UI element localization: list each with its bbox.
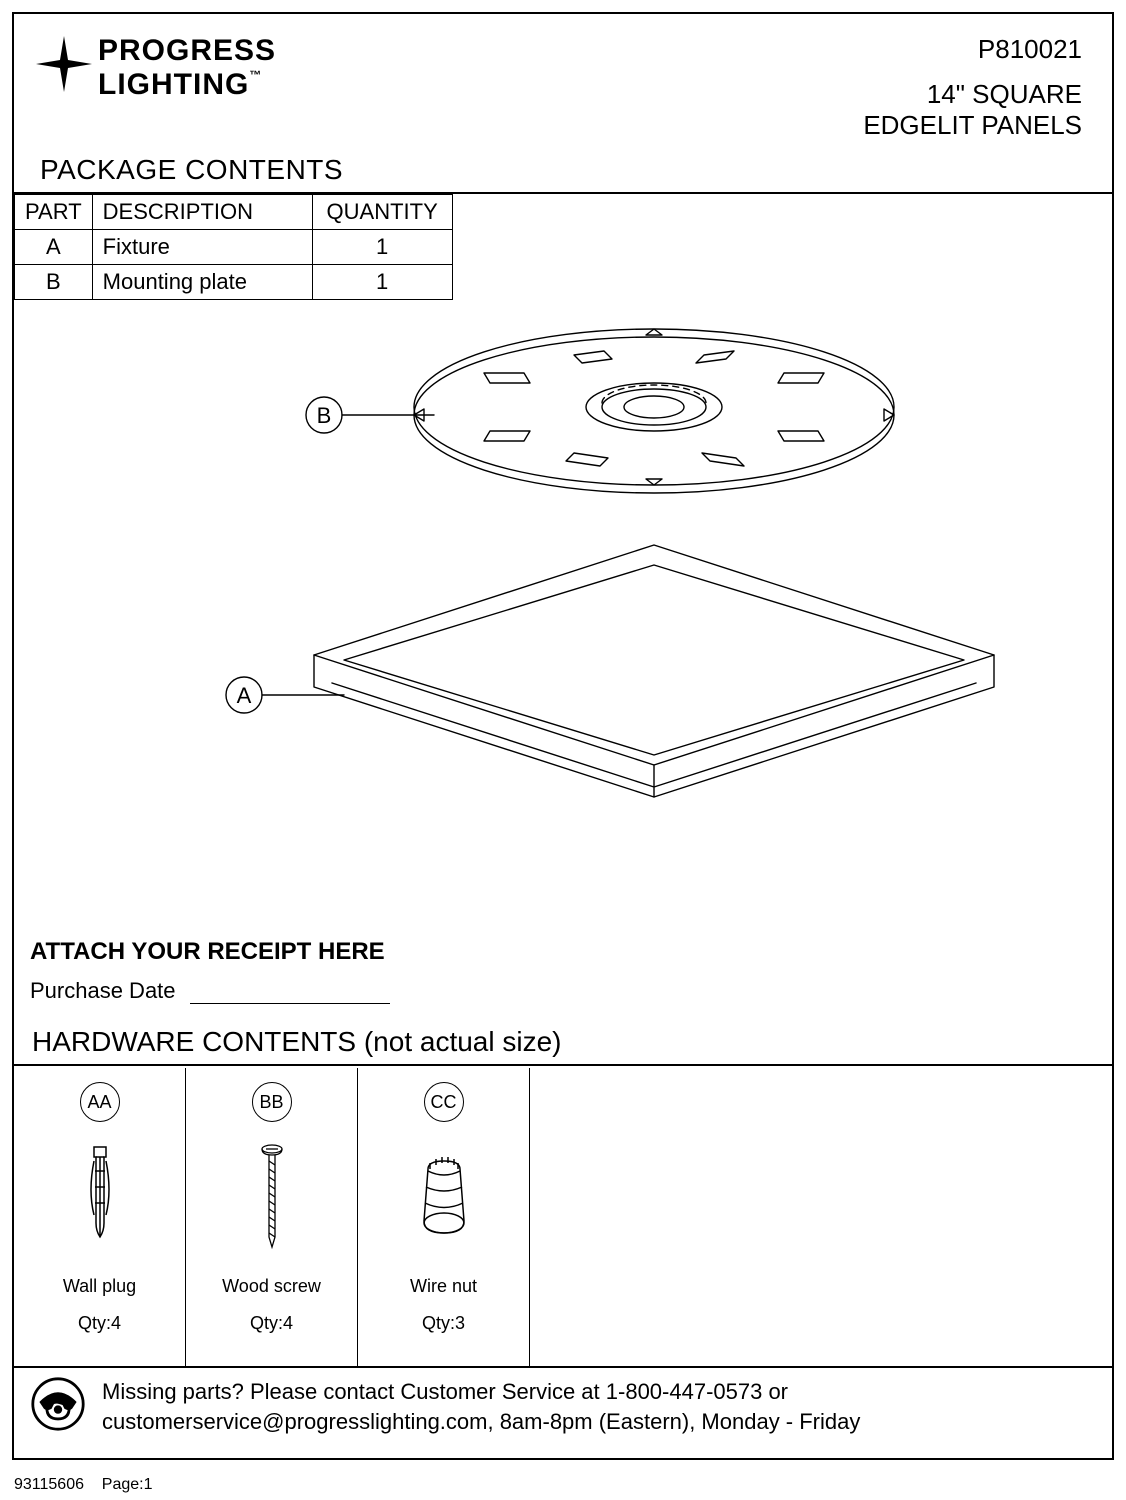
document-meta: 93115606 Page:1 (14, 1476, 153, 1494)
hardware-title-text: HARDWARE CONTENTS (32, 1026, 356, 1057)
hardware-row-border (14, 1366, 1112, 1368)
hardware-qty: Qty:4 (250, 1313, 293, 1334)
hardware-cell-wallplug: AA Wall plug Qty:4 (14, 1068, 186, 1368)
table-header-row: PART DESCRIPTION QUANTITY (15, 195, 453, 230)
product-name: 14" SQUARE EDGELIT PANELS (863, 79, 1082, 141)
mounting-plate-drawing (414, 329, 894, 493)
wirenut-icon (414, 1136, 474, 1266)
customer-service-footer: Missing parts? Please contact Customer S… (30, 1376, 1096, 1438)
woodscrew-icon (257, 1136, 287, 1266)
receipt-title: ATTACH YOUR RECEIPT HERE (30, 938, 385, 966)
col-header-quantity: QUANTITY (312, 195, 452, 230)
brand-logo: PROGRESS LIGHTING™ (34, 34, 276, 141)
footer-line2: customerservice@progresslighting.com, 8a… (102, 1407, 860, 1437)
col-header-description: DESCRIPTION (92, 195, 312, 230)
phone-icon (30, 1376, 86, 1438)
cell-part: A (15, 230, 93, 265)
hardware-code: AA (80, 1082, 120, 1122)
page-header: PROGRESS LIGHTING™ P810021 14" SQUARE ED… (14, 14, 1112, 151)
brand-line2-text: LIGHTING (98, 68, 249, 101)
cell-quantity: 1 (312, 230, 452, 265)
hardware-label: Wood screw (222, 1276, 321, 1297)
product-name-line1: 14" SQUARE (863, 79, 1082, 110)
hardware-contents-title: HARDWARE CONTENTS (not actual size) (14, 1022, 1112, 1066)
footer-text: Missing parts? Please contact Customer S… (102, 1377, 860, 1436)
callout-b-label: B (317, 403, 332, 428)
hardware-code: BB (252, 1082, 292, 1122)
package-contents-title: PACKAGE CONTENTS (14, 150, 1112, 194)
hardware-label: Wire nut (410, 1276, 477, 1297)
purchase-date-line (190, 1003, 390, 1004)
exploded-diagram: B A (14, 295, 1112, 925)
package-contents-table: PART DESCRIPTION QUANTITY A Fixture 1 B … (14, 194, 453, 300)
hardware-note: (not actual size) (364, 1026, 562, 1057)
table-row: A Fixture 1 (15, 230, 453, 265)
brand-text: PROGRESS LIGHTING™ (98, 34, 276, 102)
star-icon (34, 34, 94, 94)
brand-line2: LIGHTING™ (98, 68, 276, 102)
wallplug-icon (80, 1136, 120, 1266)
hardware-code: CC (424, 1082, 464, 1122)
product-name-line2: EDGELIT PANELS (863, 110, 1082, 141)
brand-line1: PROGRESS (98, 34, 276, 68)
purchase-date-label: Purchase Date (30, 978, 176, 1004)
trademark: ™ (249, 68, 262, 82)
cell-description: Fixture (92, 230, 312, 265)
col-header-part: PART (15, 195, 93, 230)
hardware-qty: Qty:3 (422, 1313, 465, 1334)
page-label: Page:1 (102, 1476, 153, 1493)
callout-a-label: A (237, 683, 252, 708)
hardware-label: Wall plug (63, 1276, 136, 1297)
hardware-cell-wirenut: CC Wire nut Qty:3 (358, 1068, 530, 1368)
fixture-drawing (314, 545, 994, 797)
header-right: P810021 14" SQUARE EDGELIT PANELS (863, 34, 1082, 141)
hardware-qty: Qty:4 (78, 1313, 121, 1334)
footer-line1: Missing parts? Please contact Customer S… (102, 1377, 860, 1407)
doc-number: 93115606 (14, 1476, 84, 1493)
purchase-date-row: Purchase Date (30, 978, 390, 1004)
hardware-row: AA Wall plug Qty:4 BB Wood screw (14, 1068, 530, 1368)
hardware-cell-woodscrew: BB Wood screw Qty:4 (186, 1068, 358, 1368)
model-number: P810021 (863, 34, 1082, 65)
